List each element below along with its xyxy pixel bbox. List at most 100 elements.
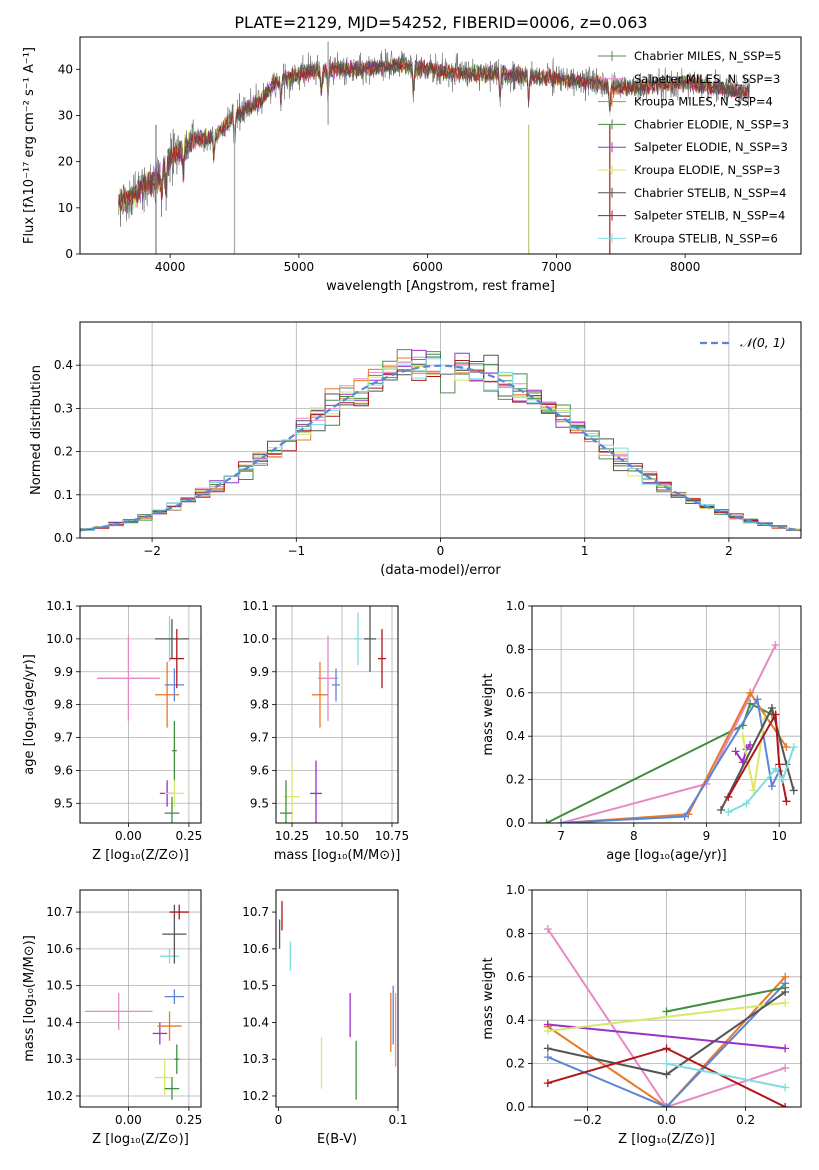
x-tick-label: 0.1 (388, 1113, 407, 1127)
y-tick-label: 1.0 (506, 883, 525, 897)
mass-weight-marker (543, 1053, 552, 1062)
mass-weight-marker (662, 1059, 671, 1068)
mass-weight-marker (746, 688, 755, 697)
mass-weight-marker (662, 1103, 671, 1107)
panel-mass-vs-EBV: 0 0.1 10.2 10.3 10.4 10.5 10.6 10.7 E(B-V) (242, 889, 408, 1147)
y-tick-label: 10.4 (46, 1015, 73, 1029)
y-tick-label: 10.2 (242, 1089, 269, 1103)
legend-label: Chabrier ELODIE, N_SSP=3 (634, 117, 789, 131)
plot-area (118, 41, 750, 254)
y-tick-label: 10.0 (242, 632, 269, 646)
x-tick-label: 0.25 (176, 1113, 203, 1127)
y-tick-label: 10.4 (242, 1015, 269, 1029)
panel-age-vs-Z: 0.00 0.25 9.5 9.6 9.7 9.8 9.9 10.0 10.1 Z [log₁₀(… (22, 599, 202, 863)
mass-weight-marker (781, 1103, 790, 1107)
mass-weight-marker (557, 819, 566, 823)
mass-weight-marker (724, 808, 733, 817)
x-tick-label: 0.25 (176, 829, 203, 843)
mass-weight-line (720, 705, 795, 811)
mass-weight-marker (781, 1083, 790, 1092)
mass-weight-marker (771, 641, 780, 650)
x-tick-label: 9 (703, 829, 711, 843)
x-tick-label: −2 (143, 544, 161, 558)
x-tick-label: 0.00 (115, 829, 142, 843)
y-tick-label: 9.9 (54, 665, 73, 679)
y-tick-label: 0.1 (54, 488, 73, 502)
mass-weight-marker (789, 743, 798, 752)
mass-weight-marker (543, 1079, 552, 1088)
legend-label: Salpeter MILES, N_SSP=3 (634, 72, 780, 86)
y-tick-label: 0.2 (506, 773, 525, 787)
axes-frame (79, 605, 202, 824)
legend-label: Kroupa ELODIE, N_SSP=3 (634, 163, 780, 177)
y-axis-label: Normed distribution (29, 365, 44, 495)
y-tick-label: 9.7 (250, 731, 269, 745)
y-tick-label: 1.0 (506, 599, 525, 613)
plot-area (96, 615, 189, 823)
legend-label: Kroupa MILES, N_SSP=4 (634, 95, 773, 109)
y-tick-label: 10.0 (46, 632, 73, 646)
y-tick-label: 10.1 (242, 599, 269, 613)
mass-weight-marker (781, 998, 790, 1007)
x-tick-label: 8000 (670, 260, 701, 274)
panel-weight-vs-Z: −0.2 0.0 0.2 0.0 0.2 0.4 0.6 0.8 1.0 Z [log₁₀(Z/Z… (481, 883, 802, 1147)
y-tick-label: 9.5 (54, 796, 73, 810)
mass-weight-marker (753, 695, 762, 704)
x-tick-label: 2 (725, 544, 733, 558)
x-axis-label: Z [log₁₀(Z/Z⊙)] (92, 848, 189, 863)
mass-weight-marker (782, 797, 791, 806)
x-tick-label: 10.25 (275, 829, 309, 843)
plot-area (80, 349, 801, 538)
y-tick-label: 0.4 (506, 1013, 525, 1027)
x-tick-label: 10.75 (375, 829, 409, 843)
axes-frame (275, 605, 399, 824)
y-tick-label: 9.6 (250, 763, 269, 777)
x-tick-label: 0 (275, 1113, 283, 1127)
panel-spectrum: 4000 5000 6000 7000 8000 0 10 20 30 40 wavelength … (22, 36, 802, 294)
mass-weight-line (547, 982, 786, 1107)
y-tick-label: 0.6 (506, 970, 525, 984)
mass-weight-marker (781, 1044, 790, 1053)
panel-mass-vs-Z: 0.00 0.25 10.2 10.3 10.4 10.5 10.6 10.7 Z [log₁₀… (22, 889, 203, 1147)
x-tick-label: 10.50 (325, 829, 359, 843)
y-tick-label: 9.7 (54, 731, 73, 745)
y-tick-label: 0.4 (506, 729, 525, 743)
y-tick-label: 0.0 (506, 816, 525, 830)
y-tick-label: 10.2 (46, 1089, 73, 1103)
y-tick-label: 0.6 (506, 686, 525, 700)
mass-weight-marker (662, 1070, 671, 1079)
x-axis-label: wavelength [Angstrom, rest frame] (326, 279, 555, 294)
y-tick-label: 0.4 (54, 358, 73, 372)
y-tick-label: 20 (58, 155, 73, 169)
mass-weight-marker (771, 710, 780, 719)
y-tick-label: 0.8 (506, 642, 525, 656)
x-tick-label: 5000 (284, 260, 315, 274)
y-tick-label: 10 (58, 201, 73, 215)
axes-frame (79, 36, 802, 255)
y-tick-label: 9.9 (250, 665, 269, 679)
normal-reference-curve (80, 364, 801, 532)
panel-age-vs-mass: 10.25 10.50 10.75 9.5 9.6 9.7 9.8 9.9 10.0 10.1 ma… (242, 599, 409, 863)
mass-weight-line (666, 1062, 786, 1089)
panel-weight-vs-age: 7 8 9 10 0.0 0.2 0.4 0.6 0.8 1.0 age [log₁₀(age/yr… (481, 599, 802, 863)
axes-frame (79, 321, 802, 539)
mass-weight-marker (543, 1027, 552, 1036)
y-tick-label: 0.0 (506, 1100, 525, 1114)
x-tick-label: −1 (287, 544, 305, 558)
y-tick-label: 0.3 (54, 401, 73, 415)
mass-weight-marker (778, 775, 787, 784)
mass-weight-marker (542, 819, 551, 823)
y-tick-label: 10.6 (46, 942, 73, 956)
mass-weight-marker (543, 1044, 552, 1053)
spectrum-series-line (118, 48, 750, 227)
y-tick-label: 10.5 (46, 979, 73, 993)
x-tick-label: 10 (772, 829, 787, 843)
mass-weight-line (666, 986, 786, 1013)
mass-weight-marker (742, 799, 751, 808)
panel-residuals: −2 −1 0 1 2 0.0 0.1 0.2 0.3 0.4 (data-model)/error… (29, 321, 802, 578)
mass-weight-marker (775, 760, 784, 769)
y-tick-label: 40 (58, 62, 73, 76)
axes-frame (531, 605, 802, 824)
y-axis-label: mass weight (481, 673, 496, 755)
x-axis-label: age [log₁₀(age/yr)] (606, 848, 727, 863)
